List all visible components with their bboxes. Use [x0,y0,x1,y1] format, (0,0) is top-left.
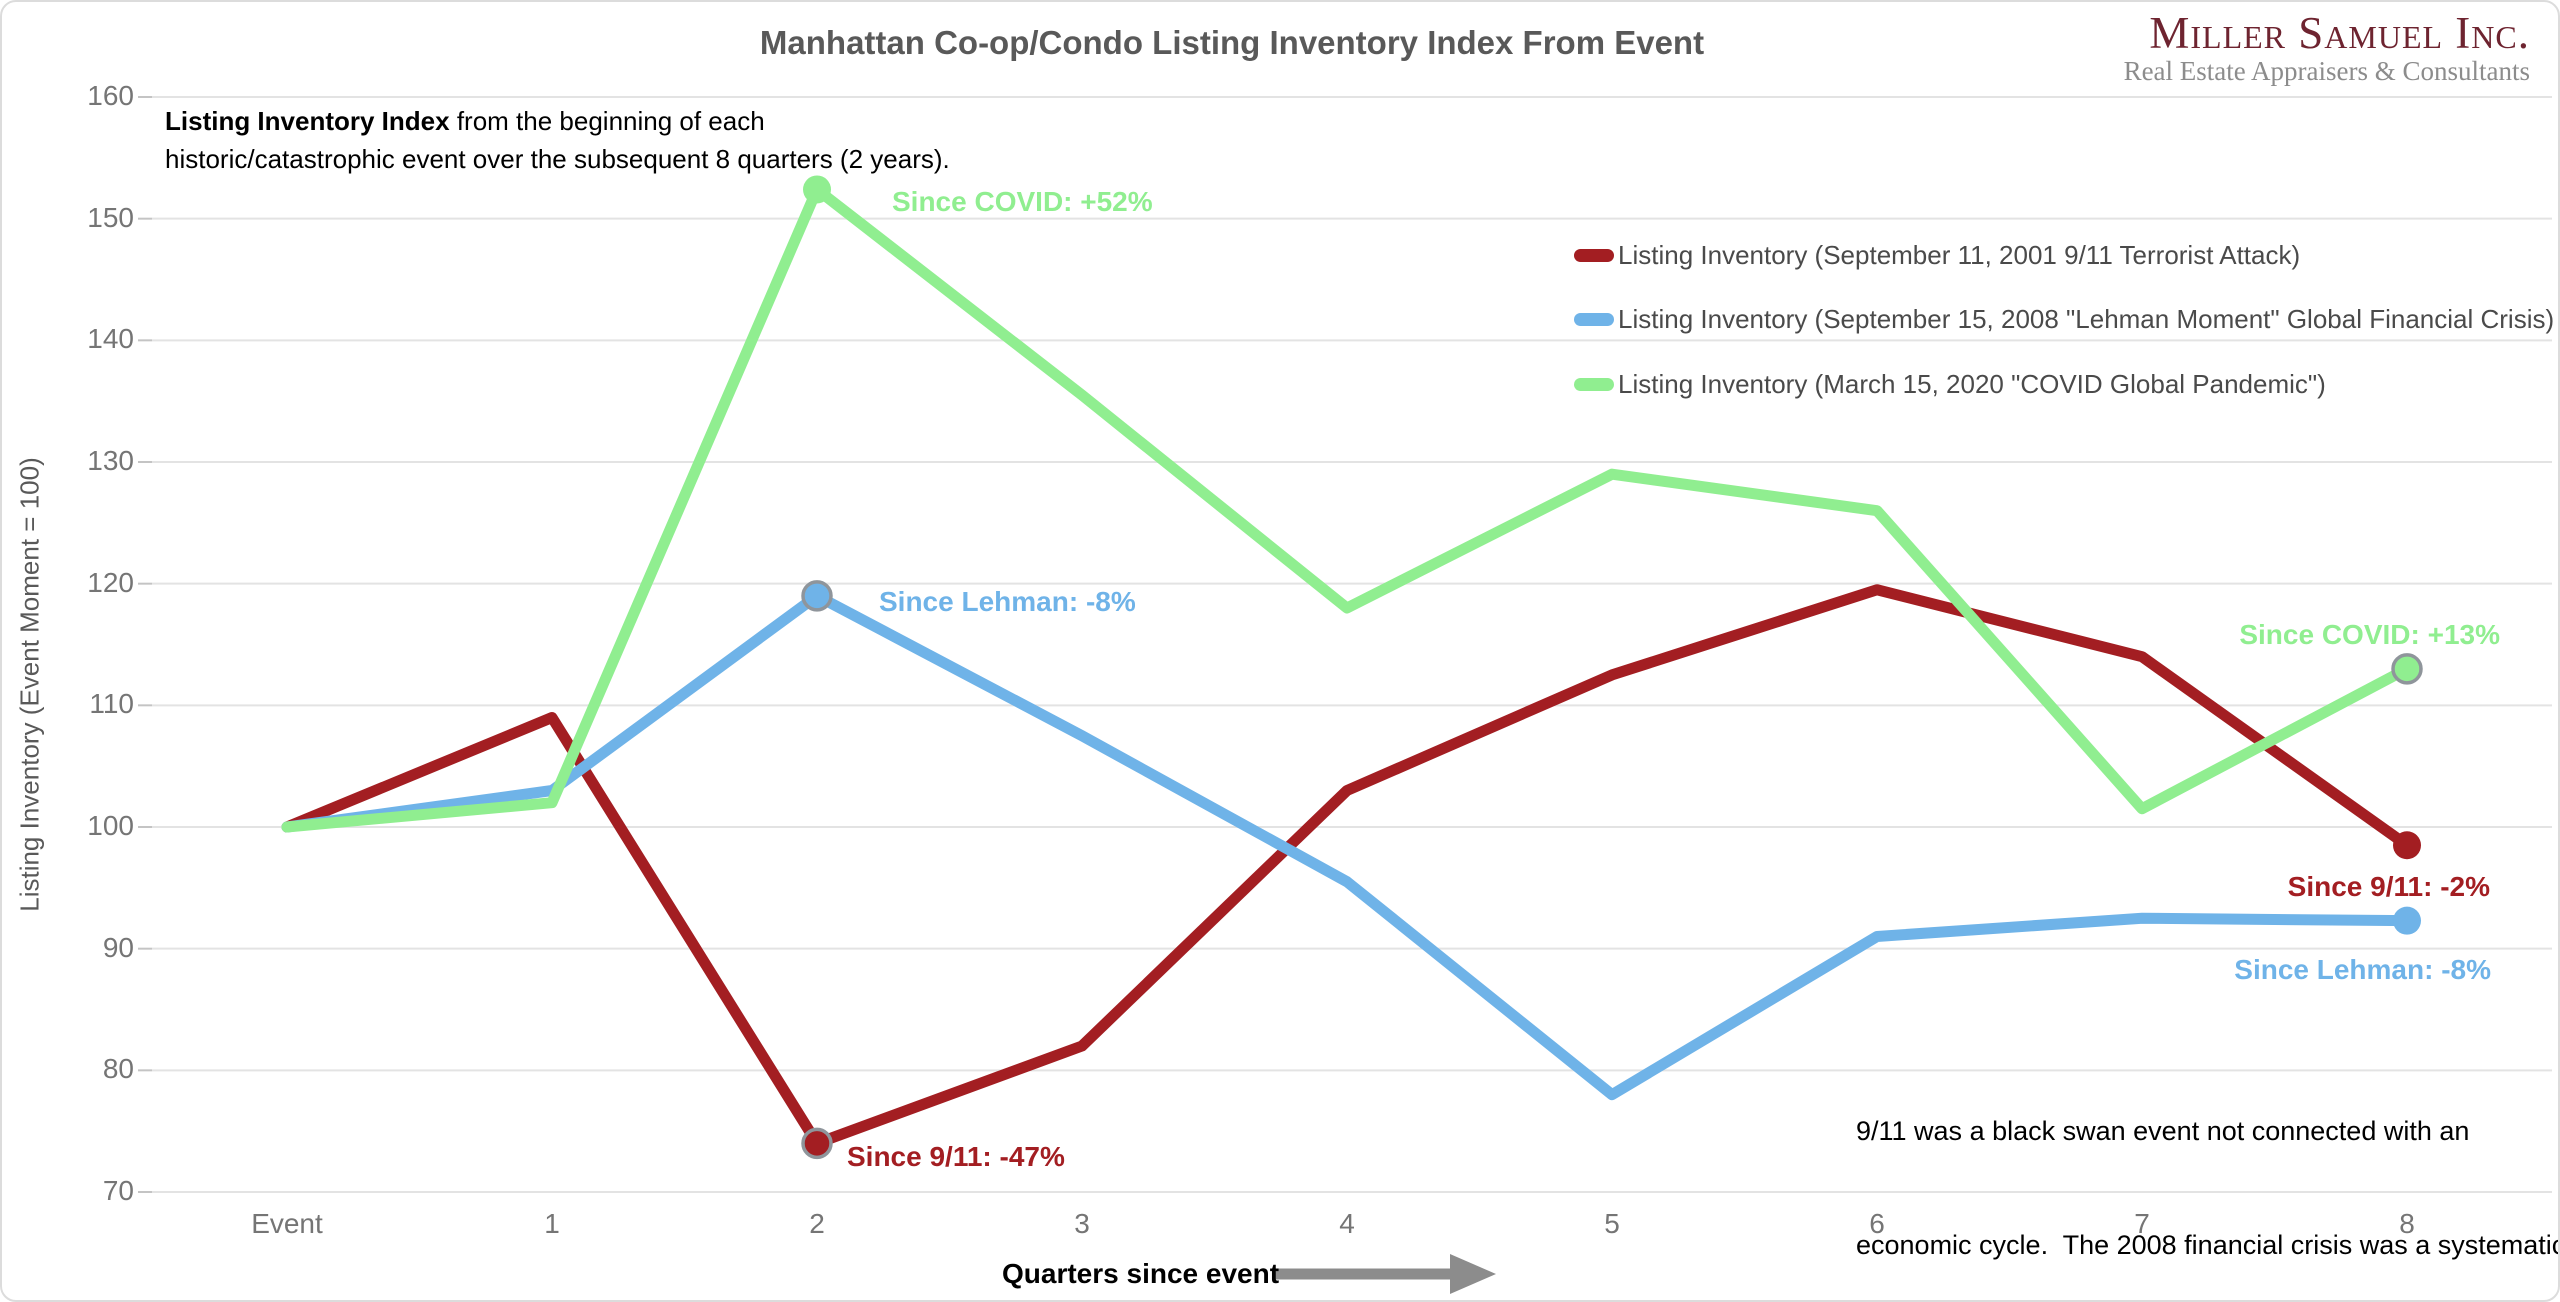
logo-tagline: Real Estate Appraisers & Consultants [2123,56,2530,86]
x-axis-arrow-head [1450,1254,1496,1294]
legend-label-911: Listing Inventory (September 11, 2001 9/… [1618,239,2301,270]
x-tick-label-5: 5 [1604,1208,1620,1239]
series-line-2 [281,183,2413,833]
chart-title: Manhattan Co-op/Condo Listing Inventory … [759,24,1705,61]
marker-lehman-q8 [2393,906,2421,935]
subtitle-line-1: Listing Inventory Index from the beginni… [165,106,765,136]
legend-swatch-911 [1574,248,1614,262]
marker-nine11-q2 [801,1127,833,1160]
x-tick-label-3: 3 [1074,1208,1090,1239]
legend-label-covid: Listing Inventory (March 15, 2020 "COVID… [1618,368,2326,399]
y-tick-label-160: 160 [87,80,134,111]
y-tick-label-70: 70 [102,1175,134,1206]
y-tick-label-110: 110 [89,688,134,720]
y-tick-label-80: 80 [102,1053,134,1085]
y-tick-label-130: 130 [87,445,134,476]
annotation-covid-q2: Since COVID: +52% [892,186,1153,217]
y-tick-label-150: 150 [87,201,134,233]
y-axis-title: Listing Inventory (Event Moment = 100) [14,457,45,912]
annotation-nine11-q8: Since 9/11: -2% [2287,871,2490,902]
series-line-0 [281,584,2413,1149]
series-line-1 [281,590,2413,1101]
y-tick-label-120: 120 [87,566,134,598]
chart-subtitle: Listing Inventory Index from the beginni… [165,102,950,178]
logo: Miller Samuel Inc. Real Estate Appraiser… [2124,10,2530,86]
legend-item-lehman: Listing Inventory (September 15, 2008 "L… [1574,299,2554,339]
x-tick-label-1: 1 [544,1208,560,1239]
note-line-2: economic cycle. The 2008 financial crisi… [1856,1230,2560,1260]
marker-covid-q8 [2391,653,2423,685]
subtitle-line-2: historic/catastrophic event over the sub… [165,144,950,174]
legend-item-covid: Listing Inventory (March 15, 2020 "COVID… [1574,364,2326,404]
x-tick-label-8: 8 [2399,1208,2415,1239]
x-tick-label-4: 4 [1339,1208,1355,1239]
annotation-lehman-q8: Since Lehman: -8% [2234,954,2491,985]
marker-lehman-q2 [801,580,833,612]
x-tick-label-2: 2 [809,1208,825,1239]
annotation-nine11-q2: Since 9/11: -47% [847,1141,1065,1172]
y-tick-label-140: 140 [87,323,134,355]
annotation-covid-q8: Since COVID: +13% [2239,619,2500,650]
marker-covid-q2 [803,175,831,204]
annotation-lehman-q2: Since Lehman: -8% [879,586,1136,617]
legend-item-911: Listing Inventory (September 11, 2001 9/… [1574,235,2300,275]
logo-name: Miller Samuel Inc. [2149,8,2530,58]
legend-swatch-lehman [1574,312,1614,326]
x-axis-title: Quarters since event [1002,1258,1280,1289]
note-line-1: 9/11 was a black swan event not connecte… [1856,1116,2470,1146]
legend-label-lehman: Listing Inventory (September 15, 2008 "L… [1618,303,2555,334]
note-text: 9/11 was a black swan event not connecte… [1856,1036,2560,1300]
x-tick-label-6: 6 [1869,1208,1885,1239]
x-tick-label-7: 7 [2134,1208,2150,1239]
x-tick-label-event: Event [251,1208,323,1239]
y-tick-label-100: 100 [87,810,134,841]
y-tick-label-90: 90 [102,931,134,963]
legend-swatch-covid [1574,377,1614,391]
marker-nine11-q8 [2393,831,2421,860]
